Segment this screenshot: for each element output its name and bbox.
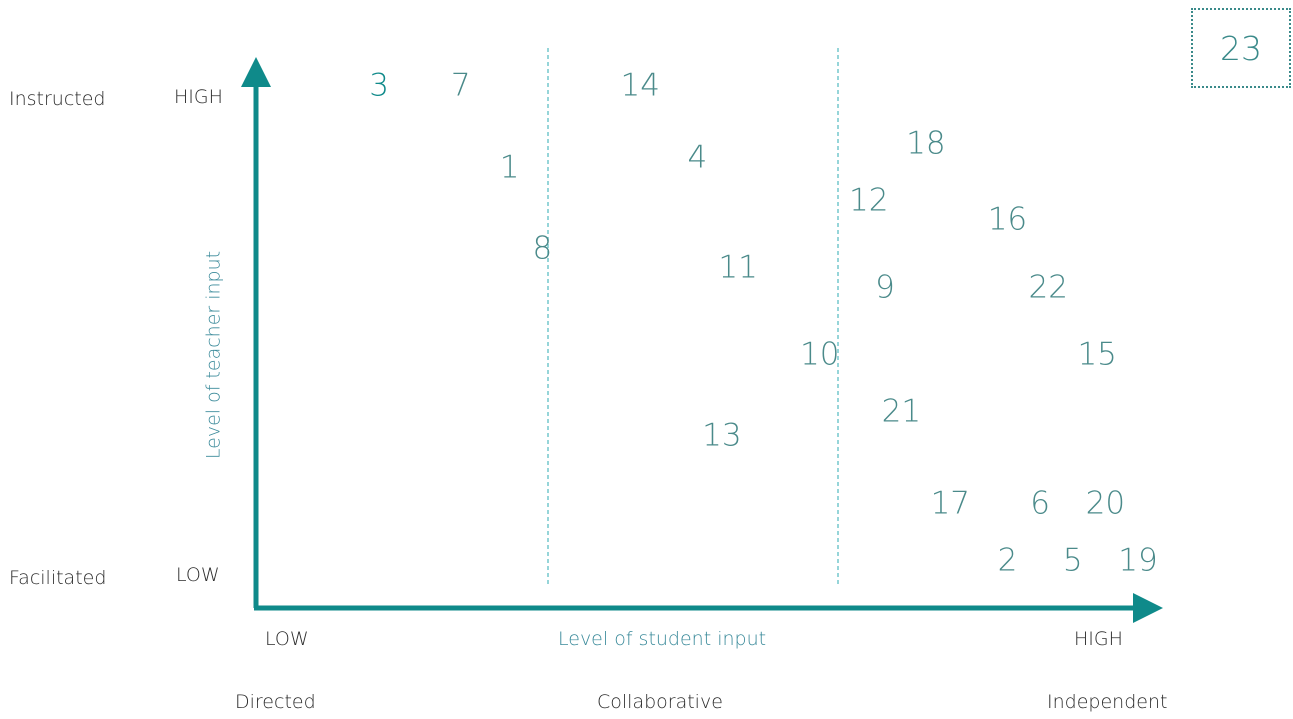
- column-label-directed: Directed: [235, 691, 316, 713]
- point-label-16: 16: [987, 201, 1028, 238]
- point-label-22: 22: [1028, 269, 1068, 306]
- x-axis-title: Level of student input: [558, 628, 767, 650]
- point-label-10: 10: [800, 336, 840, 373]
- point-label-2: 2: [997, 542, 1018, 579]
- page-number-box: 23: [1191, 8, 1291, 88]
- point-label-18: 18: [906, 125, 946, 162]
- point-label-12: 12: [848, 182, 889, 219]
- point-label-4: 4: [687, 139, 708, 176]
- point-label-21: 21: [881, 393, 922, 430]
- point-label-14: 14: [620, 67, 660, 104]
- point-label-1: 1: [499, 149, 520, 186]
- point-label-13: 13: [702, 417, 742, 454]
- x-low-label: LOW: [265, 628, 309, 650]
- point-label-11: 11: [718, 249, 758, 286]
- y-axis-title: Level of teacher input: [202, 250, 225, 460]
- point-label-20: 20: [1085, 485, 1126, 522]
- column-label-independent: Independent: [1047, 691, 1168, 713]
- x-high-label: HIGH: [1074, 628, 1123, 650]
- point-label-19: 19: [1118, 542, 1158, 579]
- point-label-6: 6: [1030, 485, 1050, 522]
- point-label-8: 8: [532, 230, 553, 267]
- point-label-7: 7: [450, 67, 471, 104]
- y-high-label: HIGH: [174, 86, 223, 108]
- row-label-facilitated: Facilitated: [9, 567, 107, 589]
- point-label-15: 15: [1077, 336, 1117, 373]
- column-label-collaborative: Collaborative: [597, 691, 723, 713]
- point-label-5: 5: [1062, 542, 1083, 579]
- page-number: 23: [1220, 28, 1262, 68]
- y-low-label: LOW: [176, 564, 220, 586]
- point-label-9: 9: [875, 269, 895, 306]
- point-label-3: 3: [369, 67, 389, 104]
- point-label-17: 17: [930, 485, 971, 522]
- row-label-instructed: Instructed: [9, 88, 106, 110]
